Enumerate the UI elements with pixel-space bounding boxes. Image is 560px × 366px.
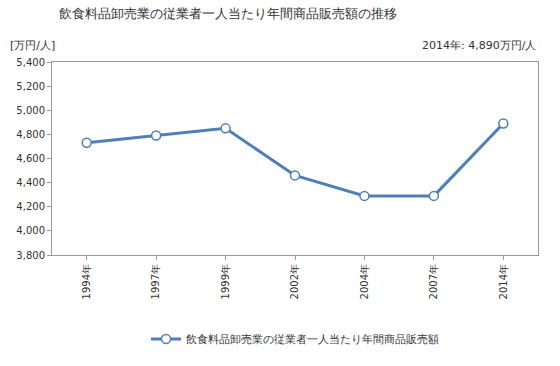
svg-text:飲食料品卸売業の従業者一人当たり年間商品販売額の推移: 飲食料品卸売業の従業者一人当たり年間商品販売額の推移	[59, 6, 397, 21]
svg-text:4,400: 4,400	[16, 177, 45, 188]
svg-text:[万円/人]: [万円/人]	[10, 39, 55, 52]
svg-text:5,000: 5,000	[16, 105, 45, 116]
svg-text:4,000: 4,000	[16, 225, 45, 236]
svg-text:2014年: 2014年	[498, 264, 509, 299]
svg-text:2007年: 2007年	[428, 264, 439, 299]
svg-text:2014年: 4,890万円/人: 2014年: 4,890万円/人	[422, 39, 536, 52]
svg-text:1997年: 1997年	[150, 264, 161, 299]
svg-text:2004年: 2004年	[359, 264, 370, 299]
svg-text:3,800: 3,800	[16, 250, 45, 261]
svg-text:4,800: 4,800	[16, 129, 45, 140]
svg-text:2002年: 2002年	[289, 264, 300, 299]
svg-text:4,200: 4,200	[16, 201, 45, 212]
svg-text:5,200: 5,200	[16, 81, 45, 92]
svg-text:1994年: 1994年	[81, 264, 92, 299]
svg-text:飲食料品卸売業の従業者一人当たり年間商品販売額: 飲食料品卸売業の従業者一人当たり年間商品販売額	[186, 333, 439, 346]
svg-text:1999年: 1999年	[220, 264, 231, 299]
svg-text:5,400: 5,400	[16, 57, 45, 68]
svg-text:4,600: 4,600	[16, 153, 45, 164]
